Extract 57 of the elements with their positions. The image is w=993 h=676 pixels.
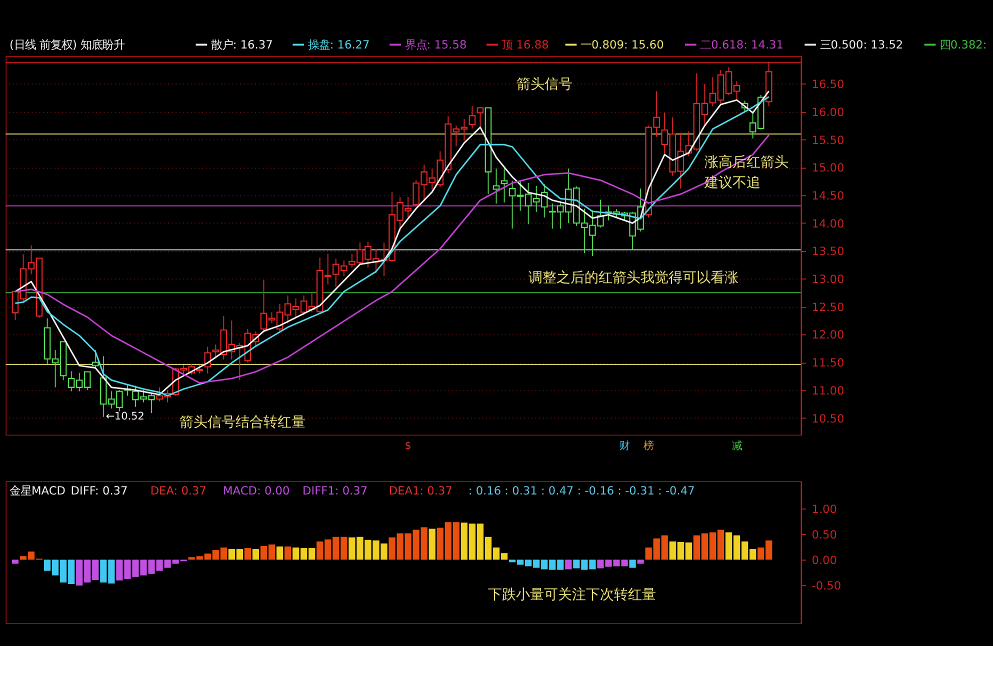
bar <box>629 560 636 568</box>
annotation: 调整之后的红箭头我觉得可以看涨 <box>528 270 738 286</box>
y-tick-label: 15.50 <box>812 132 844 147</box>
annotation: DIFF1: 0.37 <box>302 483 368 498</box>
y-tick-label: 16.00 <box>812 104 844 119</box>
y-tick-label: 11.00 <box>812 383 844 398</box>
y-tick-label: -0.50 <box>812 578 842 592</box>
text: $ <box>404 440 412 452</box>
bar <box>252 549 260 560</box>
annotation: MACD: 0.00 <box>223 483 290 498</box>
bar <box>244 548 252 560</box>
y-tick-label: 1.00 <box>812 502 837 516</box>
annotation: DIFF: 0.37 <box>70 483 128 498</box>
annotation: 下跌小量可关注下次转红量 <box>488 586 656 603</box>
y-tick-label: 14.50 <box>812 188 844 203</box>
y-tick-label: 11.50 <box>812 356 844 370</box>
candlestick <box>204 346 212 374</box>
annotation: : 0.16 : 0.31 : 0.47 : -0.16 : -0.31 : -0.47 <box>468 483 695 498</box>
bar <box>565 560 572 570</box>
annotation: 箭头信号结合转红量 <box>180 414 306 431</box>
candlestick <box>492 168 500 204</box>
legend-label: 界点: 15.58 <box>404 37 467 52</box>
y-tick-label: 12.00 <box>812 328 844 342</box>
legend-label: 顶 16.88 <box>502 37 549 52</box>
chart-title: 金星MACD <box>9 483 66 498</box>
legend-label: 三0.500: 13.52 <box>820 37 904 52</box>
bar <box>12 560 19 564</box>
annotation: 箭头信号 <box>516 76 572 93</box>
legend-label: 散户: 16.37 <box>210 37 273 52</box>
bar <box>284 546 292 560</box>
legend-label: 四0.382: <box>939 37 987 52</box>
candlestick <box>92 350 99 368</box>
y-tick-label: 0.00 <box>812 552 837 567</box>
y-tick-label: 10.50 <box>812 411 844 426</box>
y-tick-label: 14.00 <box>812 216 844 230</box>
annotation: ←10.52 <box>106 410 144 423</box>
candlestick <box>468 106 476 129</box>
annotation: DEA1: 0.37 <box>388 483 452 498</box>
bar <box>276 546 284 560</box>
text: 榜 <box>644 440 654 452</box>
legend-label: 操盘: 16.27 <box>308 37 370 52</box>
annotation: DEA: 0.37 <box>150 483 206 498</box>
legend-label: 一0.809: 15.60 <box>580 37 664 52</box>
bar <box>637 560 644 564</box>
y-tick-label: 12.50 <box>812 300 844 314</box>
y-tick-label: 13.00 <box>812 272 844 286</box>
chart-title: (日线 前复权) 知底盼升 <box>9 37 125 52</box>
y-tick-label: 13.50 <box>812 244 844 258</box>
text: 财 <box>620 440 630 452</box>
y-tick-label: 15.00 <box>812 160 844 175</box>
y-tick-label: 0.50 <box>812 528 837 542</box>
text: 减 <box>732 440 742 452</box>
y-tick-label: 16.50 <box>812 77 844 92</box>
legend-label: 二0.618: 14.31 <box>700 37 784 52</box>
bar <box>428 528 436 560</box>
annotation: 建议不追 <box>704 175 761 192</box>
candlestick <box>500 168 508 203</box>
